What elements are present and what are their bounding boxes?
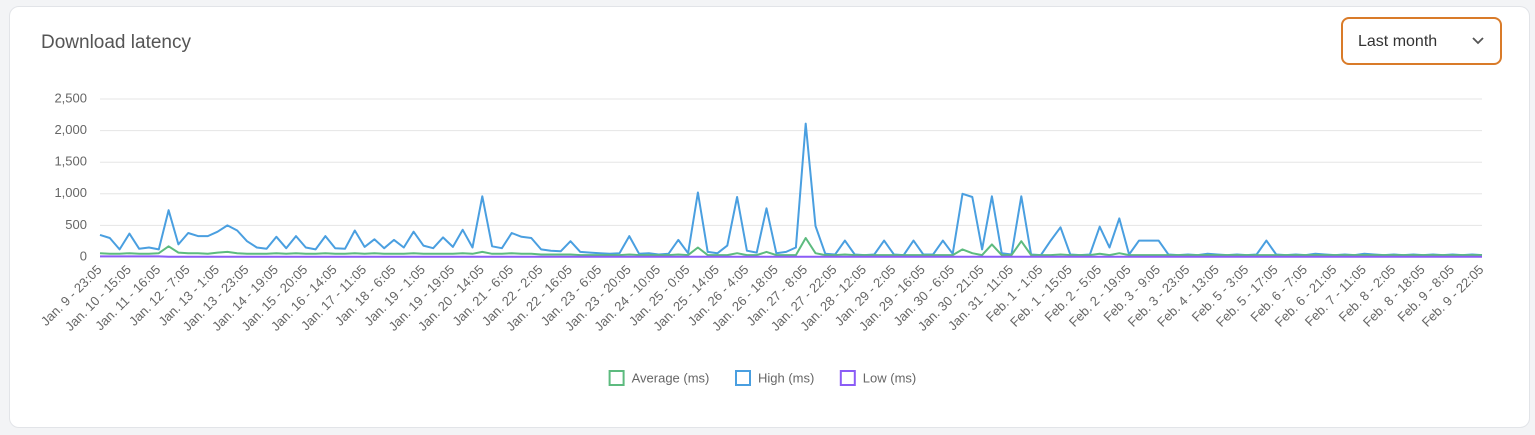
y-tick-label: 2,000 <box>54 122 87 137</box>
legend-swatch[interactable] <box>839 370 856 386</box>
y-tick-label: 500 <box>65 217 87 232</box>
legend-swatch[interactable] <box>735 370 751 386</box>
legend-label[interactable]: Low (ms) <box>863 370 916 385</box>
legend-swatch[interactable] <box>608 370 625 386</box>
chevron <box>1472 37 1484 45</box>
legend-label[interactable]: High (ms) <box>758 370 814 385</box>
series-line <box>99 237 1482 257</box>
y-tick-label: 0 <box>80 248 87 263</box>
series-line <box>99 122 1483 257</box>
card: Download latency Last month <box>9 6 1530 428</box>
legend-label[interactable]: Average (ms) <box>632 370 710 385</box>
dropdown-label: Last month <box>1358 33 1438 50</box>
y-tick-label: 2,500 <box>54 90 87 105</box>
card-title: Download latency <box>41 32 191 53</box>
period-dropdown[interactable]: Last month <box>1341 17 1502 65</box>
y-tick-label: 1,000 <box>54 185 87 200</box>
y-tick-label: 1,500 <box>54 154 87 169</box>
